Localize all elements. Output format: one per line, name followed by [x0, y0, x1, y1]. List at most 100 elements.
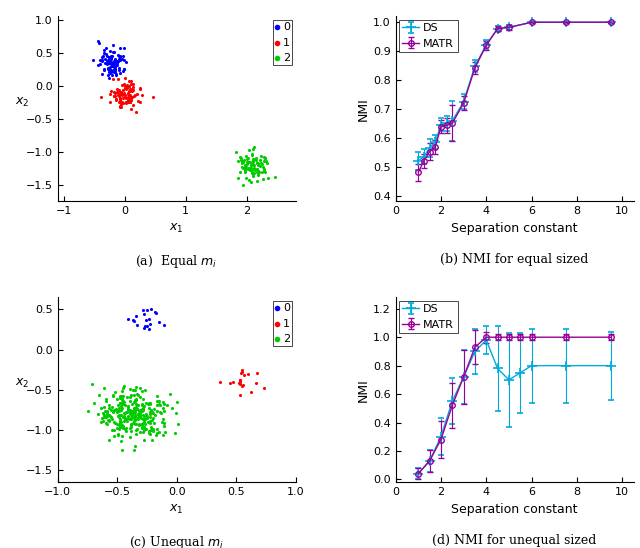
2: [108, 426, 118, 435]
2: [133, 415, 143, 424]
2: [137, 404, 147, 413]
2: [131, 426, 141, 435]
0: [113, 52, 124, 60]
2: [112, 395, 122, 403]
1: [252, 369, 262, 378]
2: [131, 402, 141, 411]
2: [137, 423, 147, 432]
2: [96, 418, 106, 427]
2: [244, 158, 254, 167]
0: [108, 62, 118, 71]
2: [138, 423, 148, 432]
1: [126, 79, 136, 88]
2: [137, 407, 147, 415]
2: [132, 401, 143, 410]
2: [134, 411, 145, 420]
0: [99, 66, 109, 75]
2: [142, 414, 152, 423]
2: [258, 175, 268, 184]
2: [96, 403, 106, 412]
2: [118, 421, 129, 430]
2: [246, 161, 256, 169]
0: [121, 58, 131, 66]
2: [257, 168, 268, 176]
2: [133, 419, 143, 428]
0: [105, 47, 115, 55]
2: [129, 417, 139, 426]
0: [138, 306, 148, 315]
2: [246, 168, 257, 177]
1: [124, 96, 134, 105]
2: [99, 403, 109, 412]
2: [125, 432, 135, 441]
1: [246, 387, 257, 396]
1: [115, 90, 125, 99]
1: [251, 379, 261, 387]
2: [139, 418, 149, 426]
2: [130, 404, 140, 413]
1: [123, 89, 133, 98]
0: [97, 70, 108, 78]
2: [152, 428, 162, 437]
2: [129, 404, 139, 413]
2: [147, 425, 157, 433]
2: [114, 425, 124, 433]
1: [135, 83, 145, 92]
2: [120, 415, 130, 424]
2: [148, 408, 158, 417]
2: [129, 408, 140, 416]
2: [116, 399, 127, 408]
1: [123, 98, 133, 106]
0: [112, 61, 122, 70]
1: [96, 92, 106, 101]
2: [254, 167, 264, 176]
2: [123, 406, 133, 415]
2: [260, 154, 270, 163]
2: [140, 415, 150, 424]
2: [114, 404, 124, 413]
2: [159, 407, 169, 416]
2: [115, 392, 125, 401]
1: [135, 84, 145, 93]
1: [228, 378, 238, 387]
2: [252, 167, 262, 176]
2: [116, 386, 127, 395]
2: [262, 158, 273, 167]
2: [259, 165, 269, 174]
2: [132, 405, 142, 414]
0: [141, 316, 151, 324]
1: [120, 98, 131, 106]
2: [154, 399, 164, 408]
2: [259, 164, 269, 173]
0: [106, 71, 116, 80]
1: [106, 90, 116, 99]
2: [122, 407, 132, 416]
2: [130, 420, 140, 429]
1: [124, 82, 134, 90]
0: [113, 57, 124, 66]
0: [104, 66, 114, 75]
2: [93, 391, 104, 399]
1: [115, 88, 125, 97]
2: [241, 151, 251, 160]
2: [125, 415, 136, 424]
0: [95, 60, 105, 68]
2: [146, 426, 156, 435]
0: [119, 43, 129, 52]
2: [125, 406, 136, 415]
2: [240, 167, 250, 176]
2: [248, 157, 259, 165]
1: [120, 92, 131, 101]
2: [253, 167, 263, 175]
2: [104, 411, 115, 420]
2: [246, 178, 256, 187]
2: [259, 152, 269, 161]
2: [137, 419, 147, 428]
Legend: DS, MATR: DS, MATR: [399, 20, 458, 52]
2: [237, 158, 248, 167]
2: [125, 414, 136, 423]
2: [106, 406, 116, 415]
2: [100, 407, 110, 415]
2: [145, 409, 155, 418]
X-axis label: Separation constant: Separation constant: [451, 222, 578, 235]
